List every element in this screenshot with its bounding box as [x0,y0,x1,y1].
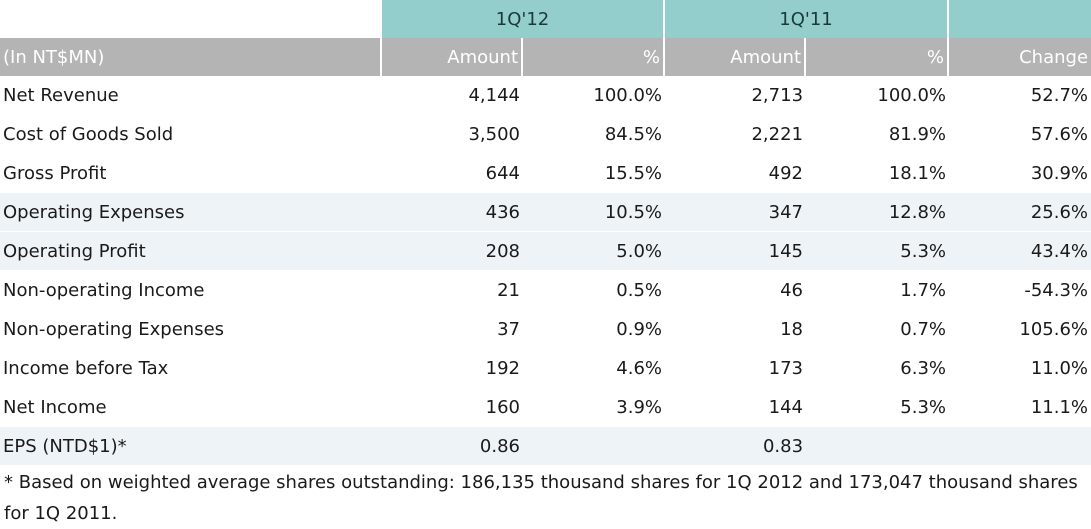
period-header-row: 1Q'12 1Q'11 [0,0,1091,38]
pct-current: 4.6% [523,349,666,388]
row-label: Net Income [0,388,382,427]
row-label: Net Revenue [0,76,382,115]
change-value: 43.4% [949,232,1091,271]
table-row: Net Income 160 3.9% 144 5.3% 11.1% [0,388,1091,427]
pct-current: 84.5% [523,115,666,154]
income-statement-table: 1Q'12 1Q'11 (In NT$MN) Amount % Amount %… [0,0,1091,466]
table-body: Net Revenue 4,144 100.0% 2,713 100.0% 52.7% Co… [0,76,1091,466]
amount-prior: 144 [665,388,807,427]
amount-prior: 492 [665,154,807,193]
table-row: Cost of Goods Sold 3,500 84.5% 2,221 81.9% 57… [0,115,1091,154]
amount-prior: 2,221 [665,115,807,154]
pct-prior: 6.3% [806,349,950,388]
amount-current: 192 [382,349,523,388]
change-value: 25.6% [949,193,1091,232]
row-label: Cost of Goods Sold [0,115,382,154]
amount-current: 3,500 [382,115,523,154]
row-label: Non-operating Income [0,271,382,310]
row-label: Gross Profit [0,154,382,193]
pct-prior: 12.8% [806,193,950,232]
amount-prior: 173 [665,349,807,388]
pct-prior: 5.3% [806,232,950,271]
change-value: 30.9% [949,154,1091,193]
table-row: Non-operating Expenses 37 0.9% 18 0.7% 105.6% [0,310,1091,349]
amount-current: 436 [382,193,523,232]
pct-prior: 81.9% [806,115,950,154]
row-label: EPS (NTD$1)* [0,427,382,466]
col-pct-prior: % [806,38,950,76]
table-row: Non-operating Income 21 0.5% 46 1.7% -54.3% [0,271,1091,310]
amount-current: 37 [382,310,523,349]
amount-current: 21 [382,271,523,310]
col-pct-current: % [523,38,666,76]
column-header-row: (In NT$MN) Amount % Amount % Change [0,38,1091,76]
table-row: Net Revenue 4,144 100.0% 2,713 100.0% 52.7% [0,76,1091,115]
pct-current [523,427,666,466]
col-amount-prior: Amount [665,38,807,76]
amount-current: 4,144 [382,76,523,115]
row-label: Operating Expenses [0,193,382,232]
col-amount-current: Amount [382,38,523,76]
change-value: -54.3% [949,271,1091,310]
row-label: Non-operating Expenses [0,310,382,349]
amount-prior: 0.83 [665,427,807,466]
col-change: Change [949,38,1091,76]
amount-prior: 347 [665,193,807,232]
period-current-header: 1Q'12 [382,0,666,38]
table-row: Gross Profit 644 15.5% 492 18.1% 30.9% [0,154,1091,193]
amount-prior: 46 [665,271,807,310]
amount-current: 0.86 [382,427,523,466]
unit-label: (In NT$MN) [0,38,382,76]
change-value: 11.0% [949,349,1091,388]
amount-current: 644 [382,154,523,193]
period-header-blank [0,0,382,38]
footnote: * Based on weighted average shares outst… [4,472,1078,524]
row-label: Operating Profit [0,232,382,271]
table-row: Income before Tax 192 4.6% 173 6.3% 11.0% [0,349,1091,388]
table-row: Operating Profit 208 5.0% 145 5.3% 43.4% [0,232,1091,271]
pct-prior [806,427,950,466]
amount-current: 160 [382,388,523,427]
pct-current: 0.9% [523,310,666,349]
change-value: 105.6% [949,310,1091,349]
amount-prior: 18 [665,310,807,349]
change-value [949,427,1091,466]
pct-prior: 18.1% [806,154,950,193]
change-value: 52.7% [949,76,1091,115]
amount-current: 208 [382,232,523,271]
period-prior-header: 1Q'11 [665,0,950,38]
amount-prior: 145 [665,232,807,271]
row-label: Income before Tax [0,349,382,388]
pct-prior: 5.3% [806,388,950,427]
pct-prior: 1.7% [806,271,950,310]
pct-current: 100.0% [523,76,666,115]
table-row: Operating Expenses 436 10.5% 347 12.8% 25.6% [0,193,1091,232]
pct-prior: 100.0% [806,76,950,115]
pct-current: 10.5% [523,193,666,232]
change-value: 57.6% [949,115,1091,154]
change-value: 11.1% [949,388,1091,427]
period-header-change-blank [949,0,1091,38]
pct-current: 5.0% [523,232,666,271]
table-row: EPS (NTD$1)* 0.86 0.83 [0,427,1091,466]
pct-current: 0.5% [523,271,666,310]
pct-current: 3.9% [523,388,666,427]
amount-prior: 2,713 [665,76,807,115]
pct-current: 15.5% [523,154,666,193]
pct-prior: 0.7% [806,310,950,349]
